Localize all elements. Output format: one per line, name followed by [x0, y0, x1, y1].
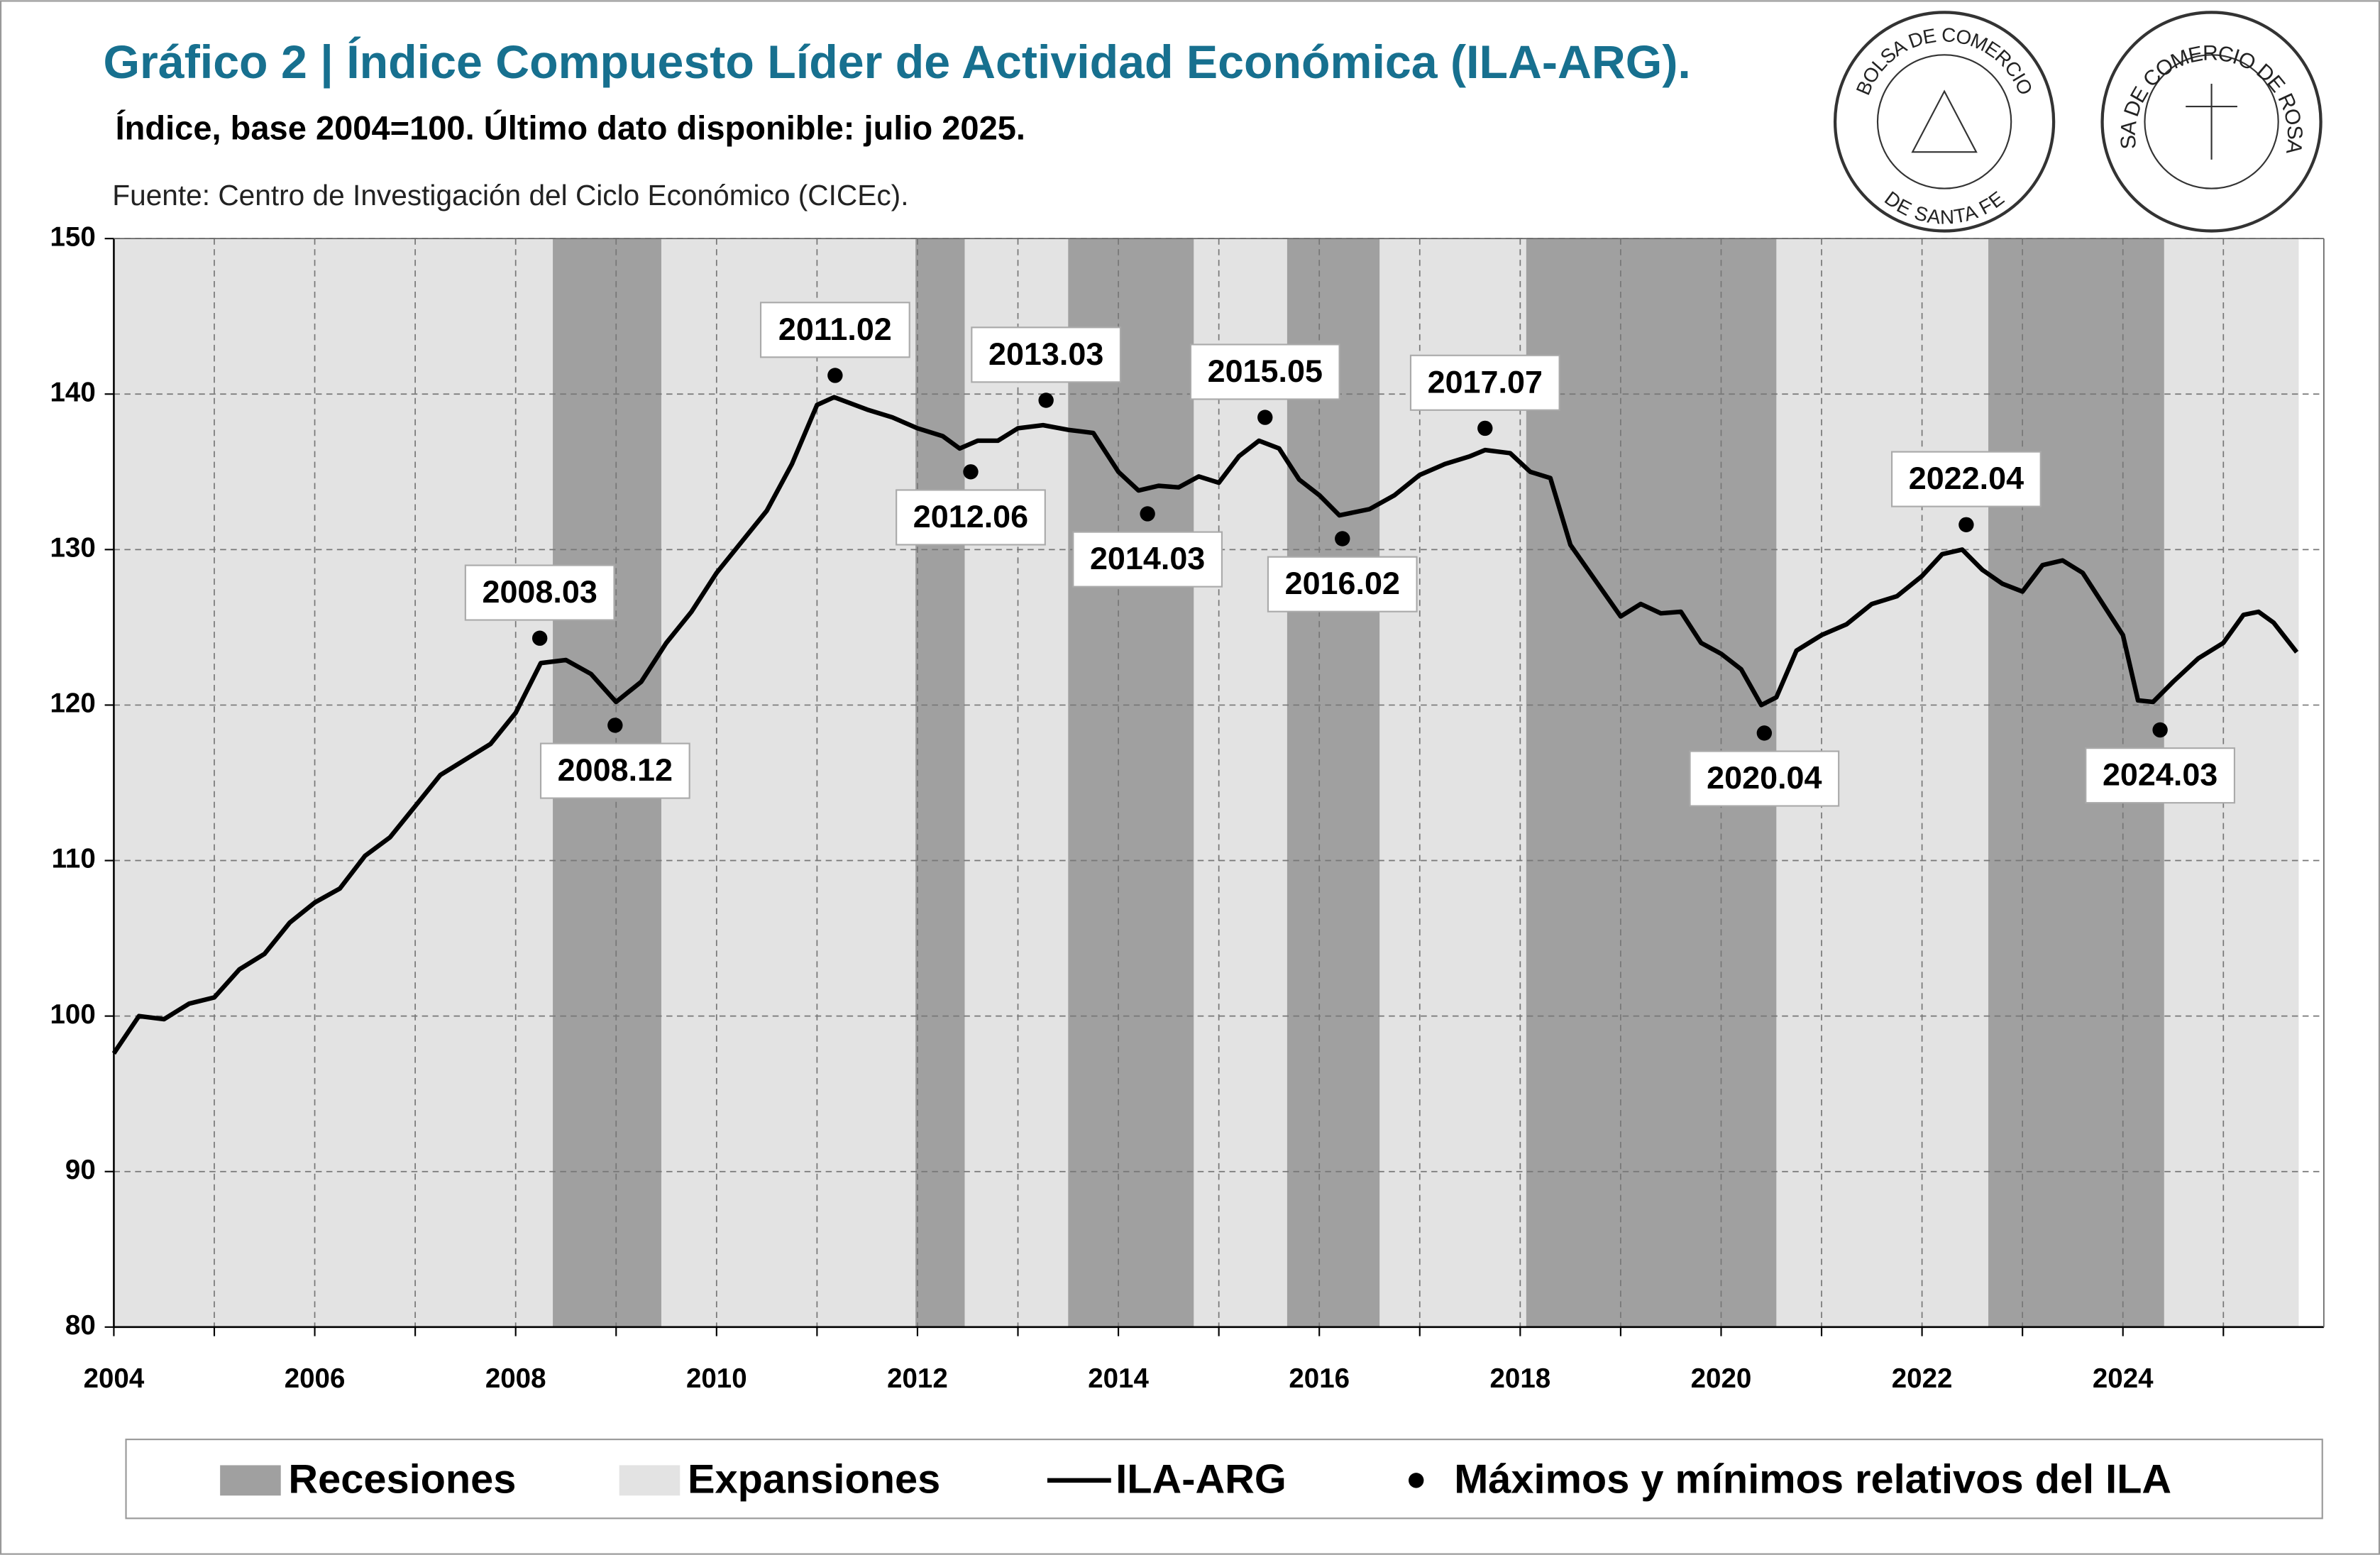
legend-label: Recesiones — [288, 1456, 516, 1502]
x-tick-label: 2016 — [1289, 1363, 1350, 1394]
label-box — [539, 742, 690, 799]
x-tick-label: 2018 — [1490, 1363, 1551, 1394]
marker-label: 2008.03 — [482, 573, 597, 610]
x-tick-label: 2024 — [2093, 1363, 2154, 1394]
marker-label: 2012.06 — [913, 498, 1028, 534]
band — [915, 238, 965, 1327]
legend-swatch — [619, 1465, 681, 1496]
subtitle: Índice, base 2004=100. Último dato dispo… — [116, 109, 1025, 147]
label-box — [971, 326, 1122, 383]
marker-label: 2022.04 — [1909, 460, 2024, 496]
label-box — [1267, 556, 1418, 612]
legend-label: ILA-ARG — [1115, 1456, 1287, 1502]
x-tick-label: 2020 — [1691, 1363, 1752, 1394]
x-tick-label: 2004 — [84, 1363, 145, 1394]
label-box — [1409, 354, 1560, 411]
marker-label: 2011.02 — [778, 311, 892, 347]
label-box — [464, 564, 615, 621]
y-tick-label: 80 — [65, 1310, 96, 1341]
marker-label: 2015.05 — [1208, 353, 1323, 389]
label-box — [896, 489, 1046, 546]
y-tick-label: 150 — [50, 221, 96, 252]
marker-label: 2008.12 — [558, 752, 673, 788]
marker — [531, 630, 548, 646]
marker — [1257, 410, 1273, 425]
x-tick-label: 2006 — [285, 1363, 346, 1394]
legend-label: Expansiones — [688, 1456, 940, 1502]
x-tick-label: 2010 — [686, 1363, 747, 1394]
band — [114, 238, 2299, 1327]
label-box — [2085, 747, 2235, 804]
label-box — [1072, 531, 1223, 588]
marker-label: 2024.03 — [2103, 757, 2218, 793]
marker — [2152, 722, 2168, 738]
x-tick-label: 2022 — [1892, 1363, 1953, 1394]
legend-swatch — [220, 1465, 281, 1496]
chart-title: Gráfico 2 | Índice Compuesto Líder de Ac… — [103, 35, 1690, 89]
marker-label: 2017.07 — [1428, 363, 1543, 400]
legend-label: Máximos y mínimos relativos del ILA — [1454, 1456, 2171, 1502]
x-tick-label: 2008 — [485, 1363, 546, 1394]
marker — [1756, 725, 1773, 741]
band — [1287, 238, 1380, 1327]
marker — [1958, 517, 1974, 532]
y-tick-label: 110 — [52, 844, 96, 874]
legend — [125, 1439, 2323, 1520]
marker — [963, 464, 979, 480]
legend-swatch — [1409, 1473, 1424, 1488]
marker — [827, 368, 843, 383]
x-tick-label: 2014 — [1088, 1363, 1149, 1394]
y-tick-label: 130 — [50, 533, 96, 564]
marker — [607, 718, 623, 733]
marker — [1038, 392, 1054, 408]
label-box — [1891, 451, 2042, 507]
marker — [1477, 420, 1493, 436]
label-box — [1689, 750, 1840, 807]
y-tick-label: 90 — [65, 1155, 96, 1185]
y-tick-label: 120 — [50, 688, 96, 719]
label-box — [1189, 344, 1340, 400]
marker-label: 2020.04 — [1707, 759, 1822, 796]
label-box — [759, 302, 910, 358]
marker-label: 2013.03 — [988, 336, 1103, 372]
y-tick-label: 140 — [50, 377, 96, 407]
marker-label: 2016.02 — [1285, 565, 1400, 601]
marker — [1140, 506, 1155, 522]
x-tick-label: 2012 — [887, 1363, 948, 1394]
band — [1068, 238, 1194, 1327]
line — [111, 395, 2299, 1055]
marker-label: 2014.03 — [1090, 540, 1205, 576]
source: Fuente: Centro de Investigación del Cicl… — [112, 179, 908, 211]
y-tick-label: 100 — [50, 999, 96, 1030]
marker — [1335, 531, 1350, 546]
